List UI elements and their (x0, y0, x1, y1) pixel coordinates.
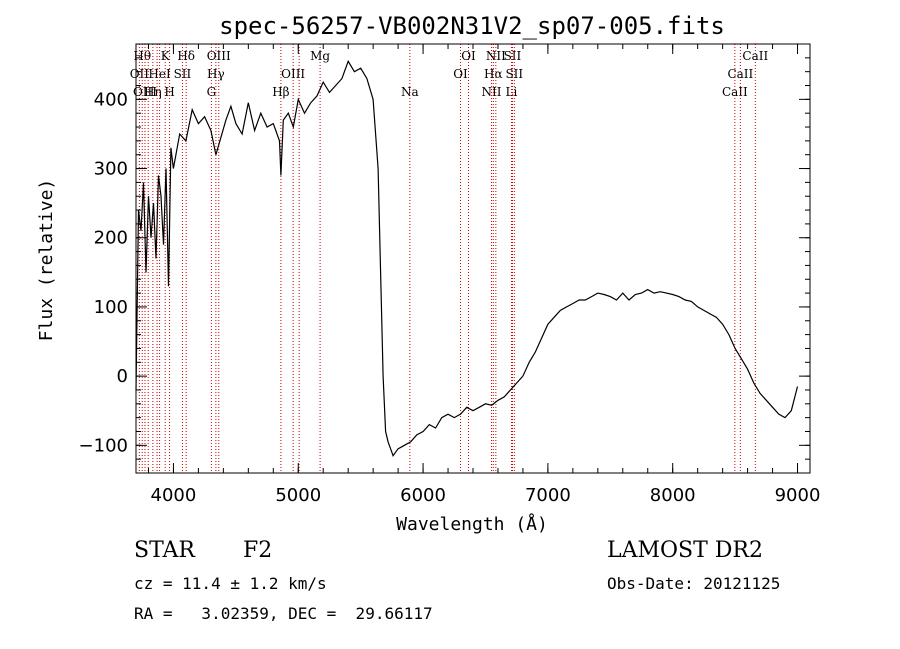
line-marker-label-13: OIII (207, 49, 231, 63)
x-tick-label-1: 5000 (275, 485, 321, 506)
y-tick-label-3: 200 (94, 228, 128, 249)
line-marker-label-29: CaII (742, 49, 768, 63)
line-marker-label-28: CaII (727, 67, 753, 81)
y-tick-label-2: 100 (94, 297, 128, 318)
y-tick-label-0: −100 (79, 435, 128, 456)
line-marker-label-8: H (164, 85, 174, 99)
line-marker-label-10: Hδ (177, 49, 195, 63)
chart-title: spec-56257-VB002N31V2_sp07-005.fits (219, 12, 725, 40)
line-marker-label-11: G (207, 85, 217, 99)
spectral-line-markers: OIIHθOIIIHηHeIKHSIIHδGHγOIIIHβOIIIMgNaOI… (130, 44, 768, 473)
object-class: STAR (134, 538, 195, 563)
line-marker-label-17: Mg (310, 49, 330, 63)
line-marker-label-23: NII (486, 49, 506, 63)
line-marker-label-2: OIII (133, 85, 157, 99)
line-marker-label-18: Na (401, 85, 419, 99)
line-marker-label-6: HeI (148, 67, 171, 81)
line-marker-label-21: NII (481, 85, 501, 99)
line-marker-label-15: OIII (281, 67, 305, 81)
x-tick-label-0: 4000 (151, 485, 197, 506)
object-subclass: F2 (243, 538, 273, 563)
line-marker-label-20: OI (461, 49, 476, 63)
series-line-0 (135, 59, 799, 457)
x-tick-label-5: 9000 (775, 485, 821, 506)
x-axis-label: Wavelength (Å) (396, 513, 548, 535)
line-marker-label-1: Hθ (133, 49, 151, 63)
line-marker-label-26: SII (505, 67, 523, 81)
y-tick-label-5: 400 (94, 89, 128, 110)
observation-date: Obs-Date: 20121125 (607, 574, 781, 593)
line-marker-label-4: Hη (144, 85, 162, 99)
sky-coordinates: RA = 3.02359, DEC = 29.66117 (134, 604, 433, 623)
x-tick-label-4: 8000 (650, 485, 696, 506)
line-marker-label-25: SII (504, 49, 522, 63)
y-tick-label-1: 0 (117, 366, 128, 387)
line-marker-label-24: Li (506, 85, 518, 99)
survey-name: LAMOST DR2 (607, 538, 763, 563)
line-marker-label-12: Hγ (207, 67, 225, 81)
line-marker-label-19: OI (453, 67, 468, 81)
line-marker-label-0: OII (130, 67, 150, 81)
x-tick-label-2: 6000 (400, 485, 446, 506)
line-marker-label-27: CaII (722, 85, 748, 99)
line-marker-label-7: K (161, 49, 171, 63)
y-axis-label: Flux (relative) (36, 179, 57, 342)
flux-series (135, 59, 799, 457)
line-marker-label-22: Hα (484, 67, 503, 81)
plot-axes: 4000 5000 6000 7000 8000 9000 −100 0 100 200 300 40… (79, 43, 821, 506)
x-tick-label-3: 7000 (525, 485, 571, 506)
line-marker-label-9: SII (174, 67, 192, 81)
line-marker-label-14: Hβ (272, 85, 289, 99)
plot-frame (135, 43, 811, 474)
y-tick-label-4: 300 (94, 159, 128, 180)
redshift-readout: cz = 11.4 ± 1.2 km/s (134, 574, 327, 593)
